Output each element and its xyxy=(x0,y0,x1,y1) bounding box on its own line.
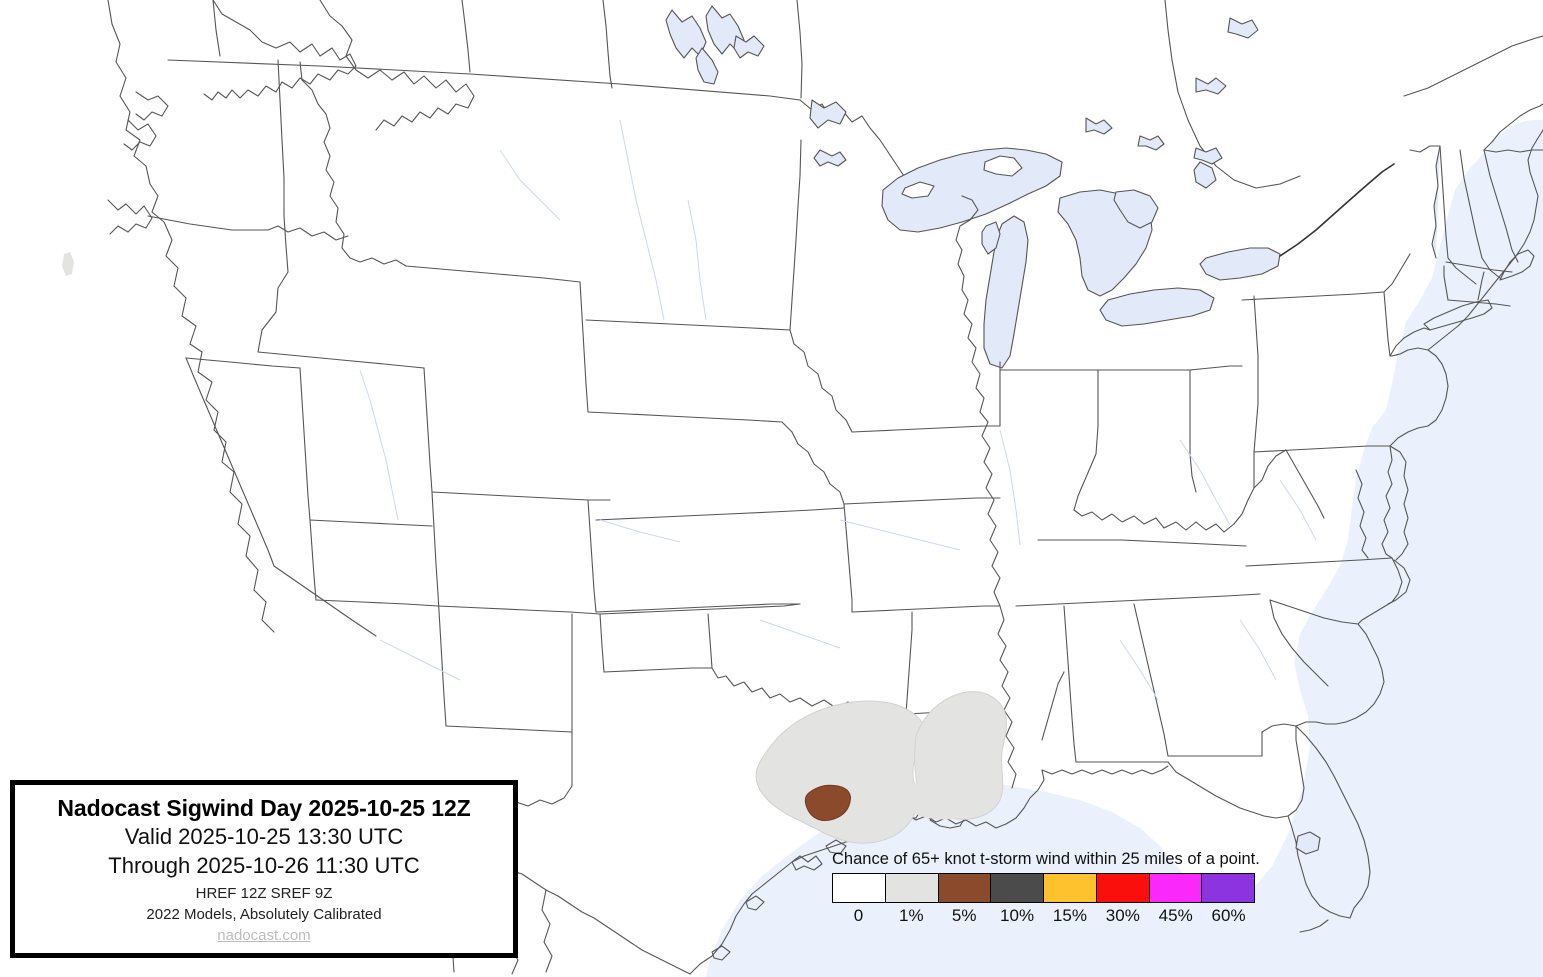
legend-swatch-45pct xyxy=(1149,874,1203,902)
model-source-line: HREF 12Z SREF 9Z xyxy=(195,885,333,902)
nadocast-website-link[interactable]: nadocast.com xyxy=(217,927,311,944)
legend-label-3: 10% xyxy=(1000,906,1035,925)
calibration-line: 2022 Models, Absolutely Calibrated xyxy=(146,906,382,923)
risk-area-5-percent-houston xyxy=(804,784,851,821)
legend-swatch-10pct xyxy=(991,874,1044,902)
legend-label-5: 30% xyxy=(1105,906,1140,925)
legend-swatch-5pct xyxy=(938,874,992,902)
legend-label-6: 45% xyxy=(1158,906,1193,925)
legend-label-2: 5% xyxy=(951,906,977,925)
forecast-title: Nadocast Sigwind Day 2025-10-25 12Z xyxy=(57,795,471,821)
through-time-line: Through 2025-10-26 11:30 UTC xyxy=(108,853,420,878)
rivers xyxy=(359,119,1317,701)
legend-label-7: 60% xyxy=(1211,906,1246,925)
legend-swatch-1pct xyxy=(885,874,939,902)
legend-label-1: 1% xyxy=(899,906,924,925)
probability-legend: Chance of 65+ knot t-storm wind within 2… xyxy=(832,849,1260,926)
coastlines-and-borders xyxy=(107,0,1543,975)
legend-swatch-0 xyxy=(833,874,886,902)
legend-color-bar xyxy=(832,873,1255,903)
probability-contours xyxy=(62,252,1008,844)
legend-tick-labels: 0 1% 5% 10% 15% 30% 45% 60% xyxy=(832,906,1255,926)
legend-swatch-30pct xyxy=(1096,874,1150,902)
legend-swatch-60pct xyxy=(1202,874,1254,902)
legend-caption: Chance of 65+ knot t-storm wind within 2… xyxy=(832,850,1260,868)
legend-swatch-15pct xyxy=(1044,874,1097,902)
legend-label-0: 0 xyxy=(853,906,864,925)
forecast-info-box: Nadocast Sigwind Day 2025-10-25 12Z Vali… xyxy=(10,780,518,958)
risk-area-1-percent-oregon xyxy=(62,252,74,276)
valid-time-line: Valid 2025-10-25 13:30 UTC xyxy=(124,824,404,849)
legend-label-4: 15% xyxy=(1052,906,1087,925)
